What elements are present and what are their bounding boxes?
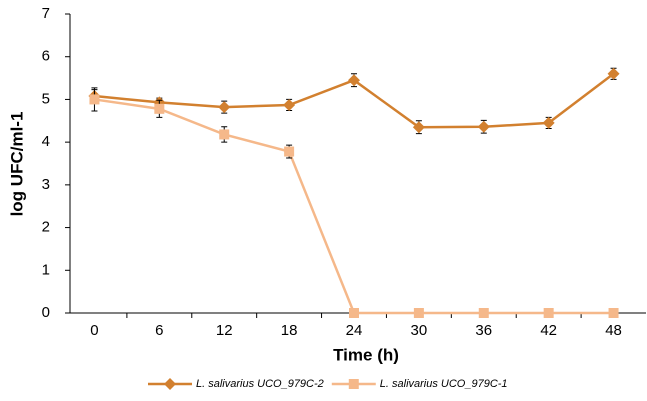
marker — [89, 94, 100, 105]
marker — [218, 101, 231, 114]
marker — [412, 121, 425, 134]
x-tick-label: 42 — [540, 322, 557, 339]
x-tick-label: 24 — [346, 322, 363, 339]
marker — [219, 129, 230, 140]
marker — [413, 308, 424, 318]
marker — [608, 308, 619, 318]
marker — [348, 74, 360, 87]
marker — [478, 308, 489, 318]
x-tick-label: 6 — [155, 322, 163, 339]
y-axis-title: log UFC/ml-1 — [7, 112, 26, 217]
marker — [164, 378, 176, 390]
marker — [542, 116, 555, 129]
x-tick-label: 48 — [605, 322, 622, 339]
y-tick-label: 1 — [42, 261, 50, 278]
marker — [349, 308, 359, 318]
legend-label: L. salivarius UCO_979C-1 — [380, 378, 508, 390]
y-tick-label: 7 — [42, 5, 50, 22]
x-tick-label: 12 — [216, 322, 233, 339]
marker — [477, 120, 490, 133]
y-tick-label: 3 — [42, 176, 50, 193]
marker — [283, 98, 296, 111]
marker — [284, 146, 295, 157]
y-tick-label: 5 — [42, 90, 50, 107]
x-tick-label: 18 — [281, 322, 298, 339]
marker — [607, 67, 620, 80]
y-tick-label: 6 — [42, 48, 50, 65]
marker — [348, 379, 359, 389]
marker — [154, 103, 165, 114]
x-axis-title: Time (h) — [333, 345, 399, 364]
y-tick-label: 4 — [42, 133, 50, 150]
marker — [543, 308, 554, 318]
x-tick-label: 0 — [90, 322, 98, 339]
series-line — [94, 98, 614, 315]
y-tick-label: 2 — [42, 219, 50, 236]
legend-label: L. salivarius UCO_979C-2 — [196, 378, 324, 390]
x-tick-label: 30 — [411, 322, 428, 339]
y-tick-label: 0 — [42, 304, 50, 321]
x-tick-label: 36 — [475, 322, 492, 339]
